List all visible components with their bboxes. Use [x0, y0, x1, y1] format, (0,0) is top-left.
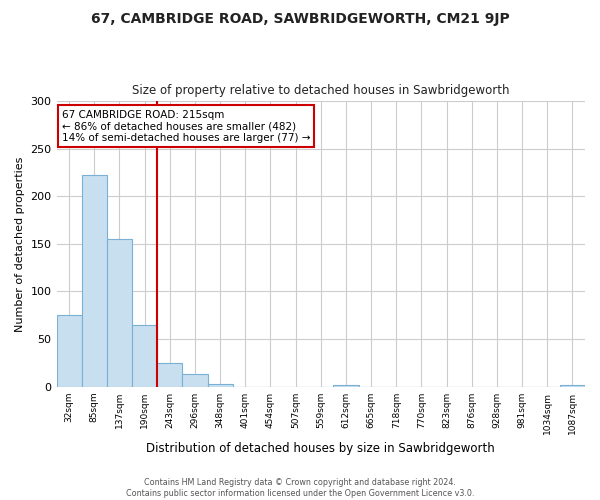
Y-axis label: Number of detached properties: Number of detached properties [15, 156, 25, 332]
Bar [157, 363, 182, 386]
Bar [334, 385, 359, 386]
Bar [107, 239, 132, 386]
X-axis label: Distribution of detached houses by size in Sawbridgeworth: Distribution of detached houses by size … [146, 442, 495, 455]
Bar [560, 385, 585, 386]
Text: Contains HM Land Registry data © Crown copyright and database right 2024.
Contai: Contains HM Land Registry data © Crown c… [126, 478, 474, 498]
Bar [82, 175, 107, 386]
Bar [208, 384, 233, 386]
Bar [56, 315, 82, 386]
Text: 67, CAMBRIDGE ROAD, SAWBRIDGEWORTH, CM21 9JP: 67, CAMBRIDGE ROAD, SAWBRIDGEWORTH, CM21… [91, 12, 509, 26]
Bar [182, 374, 208, 386]
Bar [132, 325, 157, 386]
Text: 67 CAMBRIDGE ROAD: 215sqm
← 86% of detached houses are smaller (482)
14% of semi: 67 CAMBRIDGE ROAD: 215sqm ← 86% of detac… [62, 110, 310, 142]
Title: Size of property relative to detached houses in Sawbridgeworth: Size of property relative to detached ho… [132, 84, 509, 97]
